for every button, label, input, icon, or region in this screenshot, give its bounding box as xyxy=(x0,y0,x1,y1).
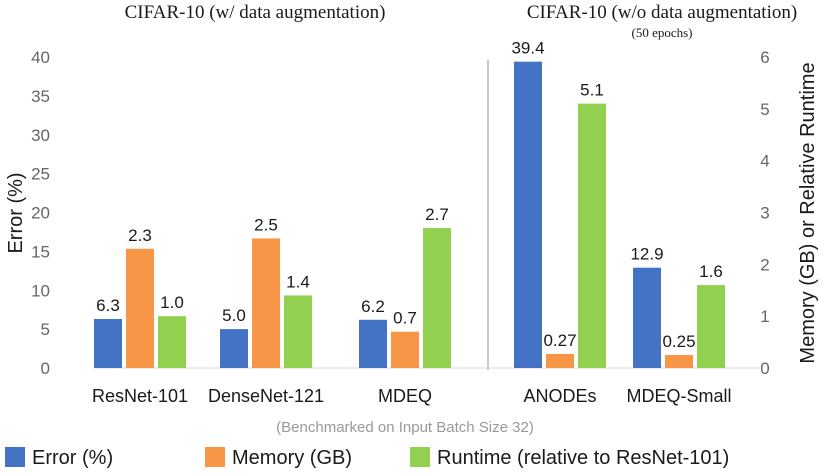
left-tick-label: 40 xyxy=(31,48,50,67)
left-tick-label: 15 xyxy=(31,242,50,261)
bar-error-5 xyxy=(633,267,661,368)
category-label: MDEQ-Small xyxy=(626,386,731,406)
bar-label-runtime-2: 1.4 xyxy=(286,272,310,291)
bar-memory-5 xyxy=(665,355,693,368)
bars xyxy=(94,61,725,369)
chart-title-right: CIFAR-10 (w/o data augmentation) xyxy=(527,2,797,23)
bar-error-3 xyxy=(359,319,387,368)
bar-label-memory-2: 2.5 xyxy=(254,215,278,234)
chart-title-left: CIFAR-10 (w/ data augmentation) xyxy=(125,2,386,23)
legend-swatch-runtime xyxy=(410,447,430,467)
bar-label-runtime-5: 1.6 xyxy=(699,262,723,281)
left-tick-label: 30 xyxy=(31,126,50,145)
bar-label-memory-5: 0.25 xyxy=(662,332,695,351)
legend-swatch-error xyxy=(5,447,25,467)
right-tick-label: 2 xyxy=(760,255,769,274)
bar-runtime-2 xyxy=(284,295,312,368)
legend: Error (%) Memory (GB) Runtime (relative to… xyxy=(5,447,729,469)
bar-label-memory-3: 0.7 xyxy=(393,309,417,328)
right-axis-label: Memory (GB) or Relative Runtime xyxy=(797,62,819,363)
legend-label-error: Error (%) xyxy=(32,447,113,469)
bar-label-error-4: 39.4 xyxy=(511,39,544,58)
left-tick-label: 0 xyxy=(41,359,50,378)
category-labels: ResNet-101 DenseNet-121 MDEQ ANODEs MDEQ-Sma… xyxy=(92,386,732,406)
bar-label-error-2: 5.0 xyxy=(222,306,246,325)
bar-runtime-5 xyxy=(697,285,725,368)
right-axis-ticks: 0 1 2 3 4 5 6 xyxy=(760,48,769,378)
bar-label-runtime-4: 5.1 xyxy=(580,81,604,100)
bar-runtime-4 xyxy=(578,103,606,369)
bar-error-2 xyxy=(220,329,248,368)
left-tick-label: 10 xyxy=(31,281,50,300)
bar-runtime-3 xyxy=(423,228,451,368)
footnote: (Benchmarked on Input Batch Size 32) xyxy=(276,419,534,436)
bar-label-error-5: 12.9 xyxy=(630,245,663,264)
left-tick-label: 5 xyxy=(41,320,50,339)
right-tick-label: 3 xyxy=(760,204,769,223)
legend-label-runtime: Runtime (relative to ResNet-101) xyxy=(437,447,729,469)
right-tick-label: 5 xyxy=(760,100,769,119)
bar-label-runtime-1: 1.0 xyxy=(160,293,184,312)
bar-error-4 xyxy=(514,61,542,368)
bar-memory-3 xyxy=(391,331,419,368)
bar-label-memory-1: 2.3 xyxy=(128,226,152,245)
left-tick-label: 25 xyxy=(31,165,50,184)
right-tick-label: 0 xyxy=(760,359,769,378)
bar-label-error-3: 6.2 xyxy=(361,297,385,316)
right-tick-label: 4 xyxy=(760,152,769,171)
category-label: MDEQ xyxy=(378,386,432,406)
legend-swatch-memory xyxy=(205,447,225,467)
bar-runtime-1 xyxy=(158,316,186,368)
category-label: ResNet-101 xyxy=(92,386,188,406)
bar-memory-4 xyxy=(546,354,574,368)
left-axis-label: Error (%) xyxy=(5,172,27,253)
category-label: DenseNet-121 xyxy=(208,386,324,406)
bar-memory-2 xyxy=(252,238,280,368)
bar-memory-1 xyxy=(126,248,154,368)
bar-label-memory-4: 0.27 xyxy=(543,331,576,350)
bar-label-error-1: 6.3 xyxy=(96,296,120,315)
left-tick-label: 35 xyxy=(31,87,50,106)
right-tick-label: 1 xyxy=(760,307,769,326)
category-label: ANODEs xyxy=(523,386,596,406)
legend-label-memory: Memory (GB) xyxy=(232,447,352,469)
bar-error-1 xyxy=(94,319,122,368)
left-tick-label: 20 xyxy=(31,204,50,223)
right-tick-label: 6 xyxy=(760,48,769,67)
bar-value-labels: 6.3 5.0 6.2 39.4 12.9 2.3 2.5 0.7 0.27 0.25 1.0 1.4… xyxy=(96,39,723,351)
bar-label-runtime-3: 2.7 xyxy=(425,205,449,224)
chart-subtitle-right: (50 epochs) xyxy=(631,25,692,40)
left-axis-ticks: 0 5 10 15 20 25 30 35 40 xyxy=(31,48,50,378)
